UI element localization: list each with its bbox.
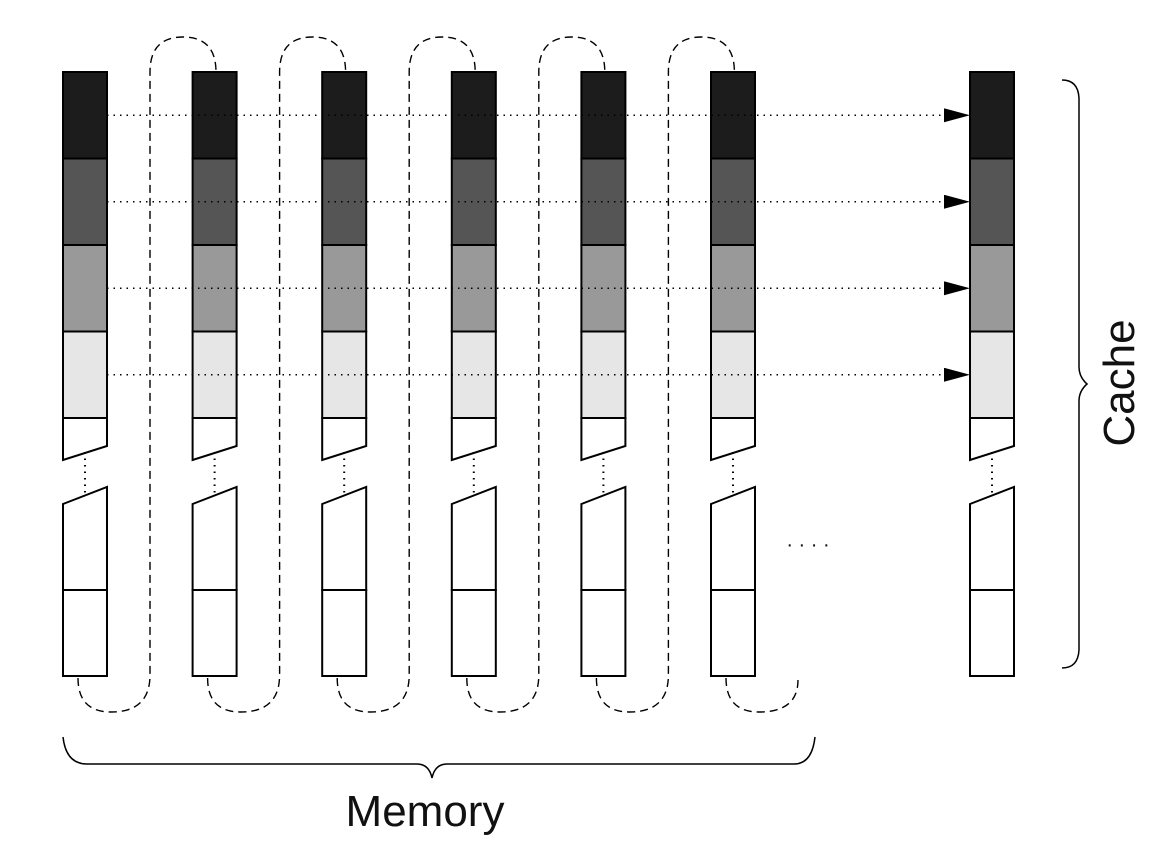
memory-column-2-cut-block-top (191, 417, 238, 462)
memory-column-2-block-4 (191, 330, 238, 419)
memory-column-5-block-last (580, 589, 627, 677)
copy-arrows (107, 108, 970, 382)
memory-columns (62, 71, 756, 677)
memory-column-3-block-3 (321, 244, 368, 333)
cache-column-block-3 (969, 244, 1015, 333)
memory-column-2-cut-block-bottom (191, 485, 238, 591)
memory-column-1-cut-block-top (62, 417, 108, 462)
cache-column-cut-block-top (969, 417, 1015, 462)
memory-column-3-block-2 (321, 157, 368, 246)
memory-column-1-block-2 (62, 157, 108, 246)
memory-label: Memory (346, 787, 505, 836)
memory-column-1 (62, 71, 108, 677)
memory-column-1-block-1 (62, 71, 108, 160)
cache-column (969, 71, 1015, 677)
traversal-link-4 (466, 36, 606, 713)
memory-column-3-cut-block-top (321, 417, 368, 462)
memory-column-5-cut-block-top (580, 417, 627, 462)
traversal-link-2 (206, 36, 347, 713)
cache-column-block-last (969, 589, 1015, 677)
cache-column-block-2 (969, 157, 1015, 246)
cache-brace (1061, 79, 1089, 669)
traversal-link-6 (725, 677, 799, 713)
memory-column-6 (710, 71, 756, 677)
memory-column-5-cut-block-bottom (580, 485, 627, 591)
memory-column-2-block-last (191, 589, 238, 677)
memory-column-4-cut-block-top (450, 417, 497, 462)
cache-column-cut-block-bottom (969, 485, 1015, 591)
memory-column-3-cut-block-bottom (321, 485, 368, 591)
memory-column-6-block-1 (710, 71, 756, 160)
cache-column-block-4 (969, 330, 1015, 419)
traversal-link-1 (77, 36, 217, 713)
memory-column-6-block-3 (710, 244, 756, 333)
cache-label: Cache (1095, 319, 1144, 446)
memory-column-4-cut-block-bottom (450, 485, 497, 591)
memory-column-3 (321, 71, 368, 677)
memory-column-6-block-2 (710, 157, 756, 246)
memory-column-6-cut-block-top (710, 417, 756, 462)
traversal-path (77, 36, 799, 713)
memory-column-1-block-last (62, 589, 108, 677)
cache-column-block-1 (969, 71, 1015, 160)
more-columns-ellipsis: · · · · (786, 534, 829, 556)
memory-column-6-cut-block-bottom (710, 485, 756, 591)
traversal-link-3 (336, 36, 476, 713)
memory-brace (62, 736, 816, 779)
memory-column-1-cut-block-bottom (62, 485, 108, 591)
memory-column-1-block-3 (62, 244, 108, 333)
traversal-link-5 (595, 36, 736, 713)
memory-column-4-block-last (450, 589, 497, 677)
memory-column-6-block-last (710, 589, 756, 677)
memory-column-3-block-last (321, 589, 368, 677)
memory-column-3-block-4 (321, 330, 368, 419)
memory-column-6-block-4 (710, 330, 756, 419)
cache-column (969, 71, 1015, 677)
memory-column-5 (580, 71, 627, 677)
memory-column-1-block-4 (62, 330, 108, 419)
